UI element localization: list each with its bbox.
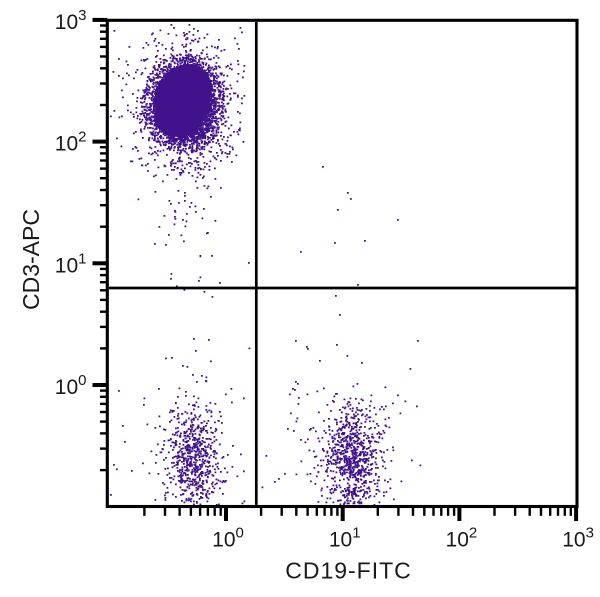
svg-text:103: 103 [55, 7, 87, 34]
svg-text:103: 103 [562, 525, 594, 552]
svg-text:101: 101 [329, 525, 361, 552]
svg-text:CD3-APC: CD3-APC [18, 209, 44, 310]
svg-text:102: 102 [55, 129, 87, 156]
svg-text:102: 102 [446, 525, 478, 552]
svg-text:CD19-FITC: CD19-FITC [285, 558, 412, 584]
svg-text:100: 100 [212, 525, 244, 552]
svg-text:101: 101 [55, 250, 87, 277]
svg-text:100: 100 [55, 372, 87, 399]
